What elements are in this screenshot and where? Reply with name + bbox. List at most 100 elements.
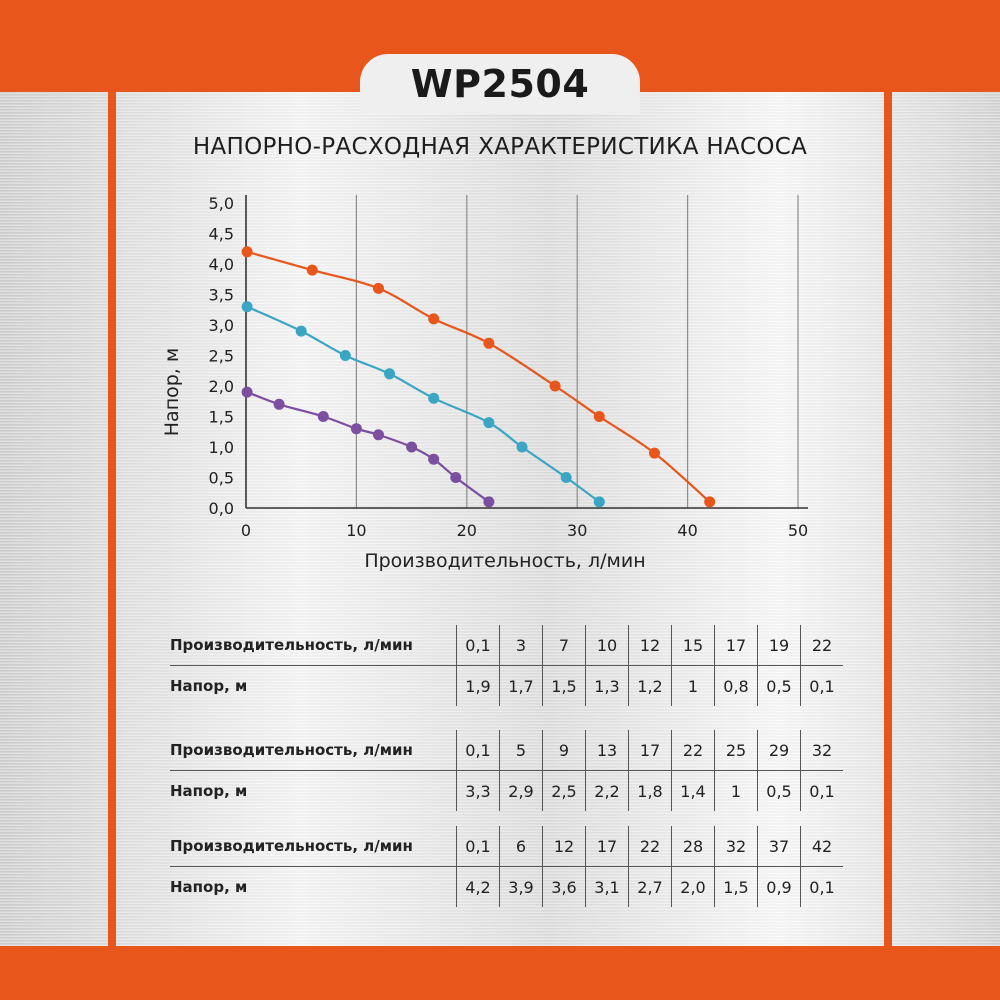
table-cell: 7 xyxy=(542,625,586,666)
table-cell: 2,9 xyxy=(499,770,543,811)
bottom-orange-band xyxy=(0,946,1000,1000)
table-cell: 1,5 xyxy=(714,866,758,907)
head-row-label: Напор, м xyxy=(170,677,248,695)
series-line-2 xyxy=(246,250,711,503)
table-cell: 0,1 xyxy=(456,625,500,666)
data-point xyxy=(372,429,384,441)
table-cell: 2,2 xyxy=(585,770,629,811)
table-cell: 10 xyxy=(585,625,629,666)
y-tick-label: 3,5 xyxy=(209,286,234,305)
table-cell: 6 xyxy=(499,826,543,867)
y-tick-label: 1,0 xyxy=(209,438,234,457)
table-cell: 0,9 xyxy=(757,866,801,907)
table-cell: 17 xyxy=(628,730,672,771)
data-point xyxy=(704,496,716,508)
table-cell: 17 xyxy=(714,625,758,666)
table-cell: 2,7 xyxy=(628,866,672,907)
table-cell: 42 xyxy=(800,826,843,867)
table-cell: 25 xyxy=(714,730,758,771)
flow-row-label: Производительность, л/мин xyxy=(170,826,457,867)
data-point xyxy=(593,411,605,422)
table-cell: 3,3 xyxy=(456,770,500,811)
model-tab: WP2504 xyxy=(360,54,640,114)
flow-row: Производительность, л/мин 0,1 5 9 13 17 22 25 29… xyxy=(170,730,843,771)
table-cell: 15 xyxy=(671,625,715,666)
data-point xyxy=(384,368,396,380)
chart-axes xyxy=(245,195,808,509)
data-point xyxy=(549,380,561,392)
table-cell: 12 xyxy=(542,826,586,867)
table-cell: 4,2 xyxy=(456,866,500,907)
data-point xyxy=(317,411,329,422)
y-tick-label: 4,0 xyxy=(209,255,234,274)
model-name: WP2504 xyxy=(410,62,590,106)
table-cell: 1,4 xyxy=(671,770,715,811)
data-point xyxy=(428,453,440,465)
chart-tick-labels: 0 10 20 30 40 50 0,0 0,5 1,0 1,5 2,0 2,5 3,0 3,5 4,0 4,… xyxy=(209,194,809,540)
table-cell: 29 xyxy=(757,730,801,771)
table-cell: 0,1 xyxy=(800,665,843,706)
data-point xyxy=(241,386,253,398)
table-cell: 1,9 xyxy=(456,665,500,706)
data-point xyxy=(560,472,572,483)
table-cell: 12 xyxy=(628,625,672,666)
head-row: Напор, м 3,3 2,9 2,5 2,2 1,8 1,4 1 0,5 0,1 xyxy=(170,770,843,811)
table-cell: 19 xyxy=(757,625,801,666)
flow-row: Производительность, л/мин 0,1 6 12 17 22 28 32 3… xyxy=(170,826,843,867)
table-cell: 2,0 xyxy=(671,866,715,907)
data-point xyxy=(241,301,253,313)
series-line-0 xyxy=(246,391,490,503)
y-tick-label: 1,5 xyxy=(209,408,234,427)
x-tick-label: 10 xyxy=(346,521,366,540)
table-cell: 28 xyxy=(671,826,715,867)
table-cell: 17 xyxy=(585,826,629,867)
x-tick-label: 40 xyxy=(677,521,697,540)
table-cell: 22 xyxy=(800,625,843,666)
table-cell: 0,1 xyxy=(800,770,843,811)
table-cell: 1 xyxy=(714,770,758,811)
table-cell: 0,1 xyxy=(800,866,843,907)
table-cell: 3,9 xyxy=(499,866,543,907)
head-row-label: Напор, м xyxy=(170,878,248,896)
data-point xyxy=(241,246,253,258)
data-point xyxy=(295,325,307,337)
flow-row-label: Производительность, л/мин xyxy=(170,730,457,771)
x-tick-label: 30 xyxy=(567,521,587,540)
data-point xyxy=(648,447,660,459)
data-point xyxy=(428,392,440,404)
left-orange-frame xyxy=(108,92,116,946)
chart-title: НАПОРНО-РАСХОДНАЯ ХАРАКТЕРИСТИКА НАСОСА xyxy=(192,134,808,160)
table-cell: 3,6 xyxy=(542,866,586,907)
data-point xyxy=(483,417,495,429)
data-point xyxy=(593,496,605,508)
table-cell: 32 xyxy=(800,730,843,771)
y-tick-label: 3,0 xyxy=(209,316,234,335)
table-cell: 32 xyxy=(714,826,758,867)
table-cell: 22 xyxy=(628,826,672,867)
head-row: Напор, м 1,9 1,7 1,5 1,3 1,2 1 0,8 0,5 0,1 xyxy=(170,665,843,706)
data-table: Производительность, л/мин 0,1 6 12 17 22 28 32 3… xyxy=(170,826,843,907)
y-axis-label: Напор, м xyxy=(161,348,183,436)
x-axis-label: Производительность, л/мин xyxy=(364,550,645,572)
y-tick-label: 0,5 xyxy=(209,469,234,488)
data-point xyxy=(406,441,418,453)
table-cell: 13 xyxy=(585,730,629,771)
data-point xyxy=(428,313,440,325)
table-cell: 0,5 xyxy=(757,770,801,811)
table-cell: 0,8 xyxy=(714,665,758,706)
data-point xyxy=(339,350,351,361)
x-tick-label: 0 xyxy=(241,521,251,540)
table-cell: 2,5 xyxy=(542,770,586,811)
head-row-label: Напор, м xyxy=(170,782,248,800)
x-tick-label: 20 xyxy=(457,521,477,540)
data-point xyxy=(372,282,384,294)
y-tick-label: 5,0 xyxy=(209,194,234,213)
flow-row-label: Производительность, л/мин xyxy=(170,625,457,666)
table-cell: 9 xyxy=(542,730,586,771)
data-point xyxy=(483,337,495,349)
table-cell: 1,2 xyxy=(628,665,672,706)
table-cell: 0,1 xyxy=(456,826,500,867)
data-point xyxy=(273,398,285,410)
x-tick-label: 50 xyxy=(788,521,808,540)
